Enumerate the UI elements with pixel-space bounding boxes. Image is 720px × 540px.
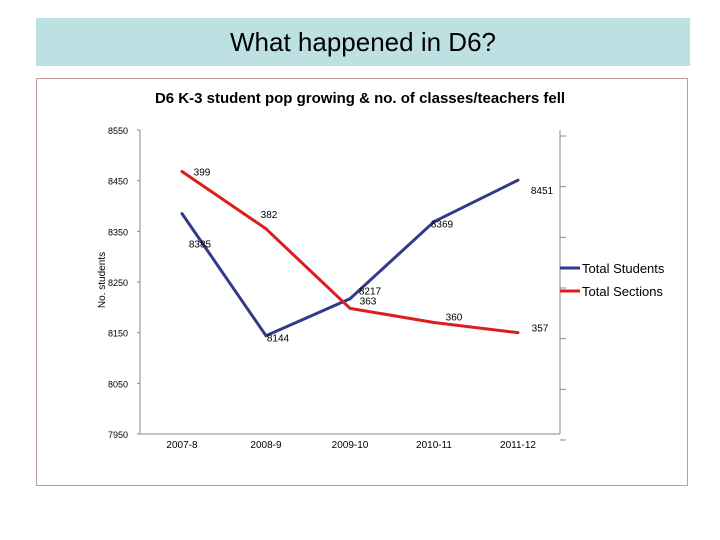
data-label: 360 [446,313,463,324]
data-label: 8369 [431,220,454,231]
x-tick-label: 2008-9 [250,440,282,451]
data-point [432,220,436,224]
data-point [516,178,520,182]
x-tick-label: 2011-12 [500,440,536,451]
data-point [516,331,520,335]
data-point [348,306,352,310]
data-point [264,334,268,338]
y-tick-label: 8150 [108,329,128,339]
legend-label: Total Students [582,261,665,276]
data-label: 8451 [531,186,554,197]
slide-title: What happened in D6? [230,26,496,57]
slide-title-bar: What happened in D6? [36,18,690,66]
data-label: 8144 [267,334,290,345]
y-tick-label: 8250 [108,278,128,288]
y-tick-label: 8050 [108,379,128,389]
data-label: 382 [261,210,278,221]
chart-frame [36,78,688,486]
y-tick-label: 7950 [108,430,128,440]
legend-label: Total Sections [582,284,663,299]
y-axis-label: No. students [97,252,108,308]
data-point [180,170,184,174]
data-label: 399 [194,168,211,179]
y-tick-label: 8450 [108,177,128,187]
data-point [264,227,268,231]
data-label: 8217 [359,287,382,298]
x-tick-label: 2007-8 [166,440,198,451]
series-line-total-students [180,178,519,338]
y-tick-label: 8550 [108,126,128,136]
data-point [348,297,352,301]
data-label: 363 [360,296,377,307]
data-point [180,212,184,216]
data-label: 8385 [189,240,212,251]
data-label: 357 [532,324,549,335]
chart-title: D6 K-3 student pop growing & no. of clas… [155,90,565,107]
data-point [432,321,436,325]
x-tick-label: 2009-10 [332,440,369,451]
y-tick-label: 8350 [108,227,128,237]
x-tick-label: 2010-11 [416,440,452,451]
